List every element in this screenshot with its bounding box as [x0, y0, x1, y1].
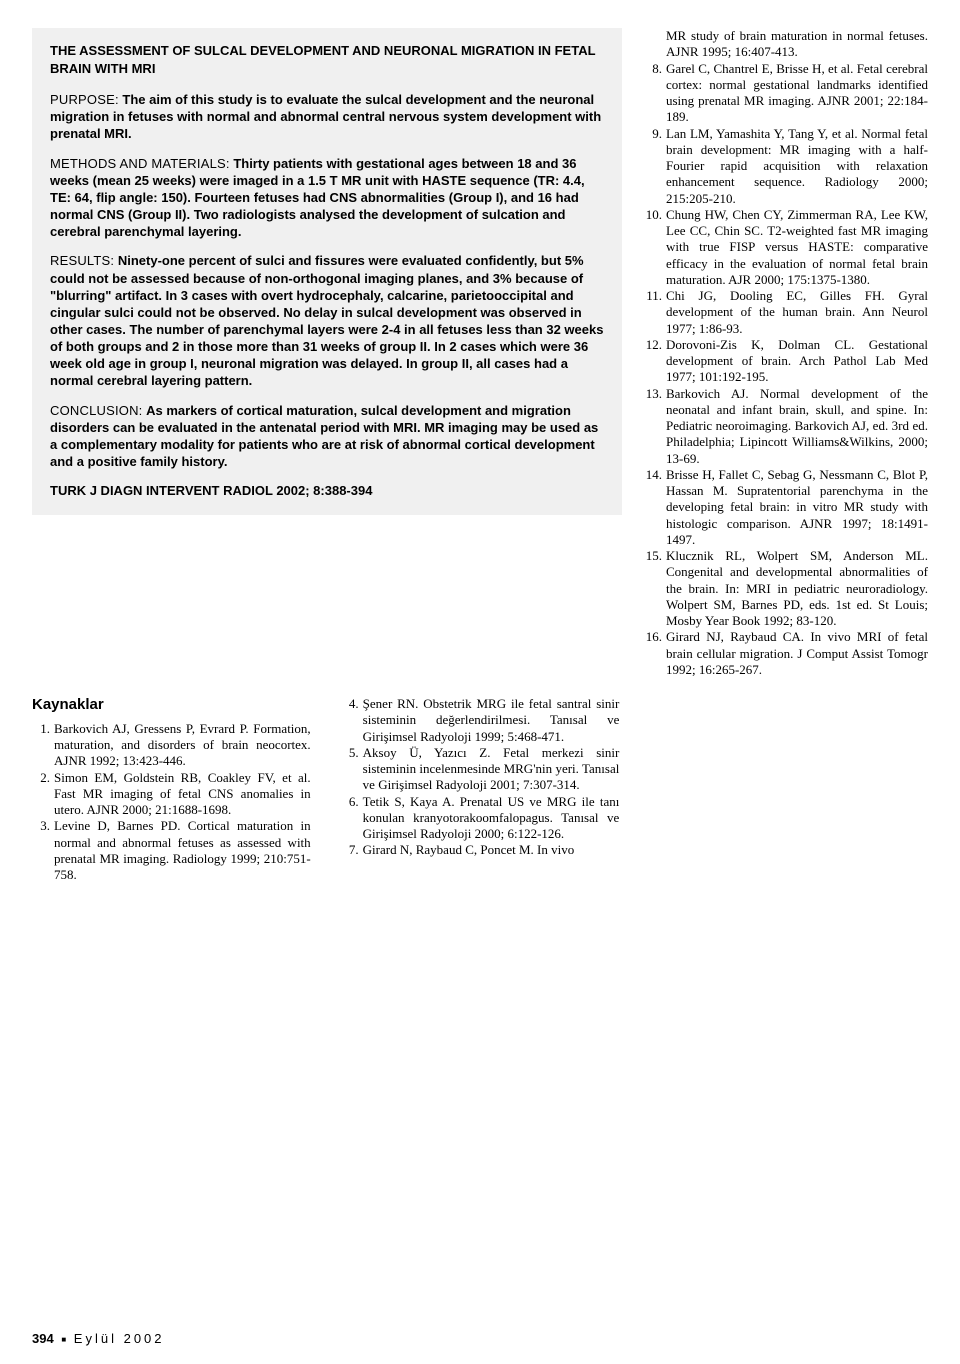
reference-item: 14.Brisse H, Fallet C, Sebag G, Nessmann…: [644, 467, 928, 548]
reference-text: Brisse H, Fallet C, Sebag G, Nessmann C,…: [666, 467, 928, 548]
reference-text: Lan LM, Yamashita Y, Tang Y, et al. Norm…: [666, 126, 928, 207]
reference-number: 8.: [644, 61, 666, 126]
reference-item: 15.Klucznik RL, Wolpert SM, Anderson ML.…: [644, 548, 928, 629]
reference-text: Barkovich AJ. Normal development of the …: [666, 386, 928, 467]
page-footer: 394 ■ Eylül 2002: [32, 1331, 165, 1346]
abstract-conclusion: CONCLUSION: As markers of cortical matur…: [50, 402, 604, 471]
reference-number: 13.: [644, 386, 666, 467]
reference-text: Şener RN. Obstetrik MRG ile fetal santra…: [363, 696, 620, 745]
purpose-text: The aim of this study is to evaluate the…: [50, 92, 601, 141]
reference-number: 15.: [644, 548, 666, 629]
conclusion-label: CONCLUSION:: [50, 403, 143, 418]
reference-item: 7.Girard N, Raybaud C, Poncet M. In vivo: [341, 842, 620, 858]
reference-item: 6.Tetik S, Kaya A. Prenatal US ve MRG il…: [341, 794, 620, 843]
journal-citation: TURK J DIAGN INTERVENT RADIOL 2002; 8:38…: [50, 482, 604, 499]
reference-text: Simon EM, Goldstein RB, Coakley FV, et a…: [54, 770, 311, 819]
reference-number: [644, 28, 666, 61]
reference-number: 3.: [32, 818, 54, 883]
reference-text: Garel C, Chantrel E, Brisse H, et al. Fe…: [666, 61, 928, 126]
reference-number: 16.: [644, 629, 666, 678]
results-label: RESULTS:: [50, 253, 114, 268]
reference-text: Barkovich AJ, Gressens P, Evrard P. Form…: [54, 721, 311, 770]
references-heading: Kaynaklar: [32, 696, 311, 715]
reference-item: 13.Barkovich AJ. Normal development of t…: [644, 386, 928, 467]
reference-text: Klucznik RL, Wolpert SM, Anderson ML. Co…: [666, 548, 928, 629]
reference-item: 12.Dorovoni-Zis K, Dolman CL. Gestationa…: [644, 337, 928, 386]
abstract-results: RESULTS: Ninety-one percent of sulci and…: [50, 252, 604, 389]
reference-text: Chi JG, Dooling EC, Gilles FH. Gyral dev…: [666, 288, 928, 337]
reference-item: 5.Aksoy Ü, Yazıcı Z. Fetal merkezi sinir…: [341, 745, 620, 794]
reference-number: 2.: [32, 770, 54, 819]
reference-item: 11.Chi JG, Dooling EC, Gilles FH. Gyral …: [644, 288, 928, 337]
reference-number: 11.: [644, 288, 666, 337]
reference-item: MR study of brain maturation in normal f…: [644, 28, 928, 61]
methods-label: METHODS AND MATERIALS:: [50, 156, 230, 171]
reference-text: Girard NJ, Raybaud CA. In vivo MRI of fe…: [666, 629, 928, 678]
reference-item: 10.Chung HW, Chen CY, Zimmerman RA, Lee …: [644, 207, 928, 288]
reference-text: MR study of brain maturation in normal f…: [666, 28, 928, 61]
page-number: 394: [32, 1331, 54, 1346]
reference-number: 1.: [32, 721, 54, 770]
purpose-label: PURPOSE:: [50, 92, 119, 107]
reference-item: 1.Barkovich AJ, Gressens P, Evrard P. Fo…: [32, 721, 311, 770]
reference-number: 5.: [341, 745, 363, 794]
reference-number: 6.: [341, 794, 363, 843]
reference-number: 14.: [644, 467, 666, 548]
reference-text: Chung HW, Chen CY, Zimmerman RA, Lee KW,…: [666, 207, 928, 288]
footer-date: Eylül 2002: [74, 1331, 165, 1346]
reference-item: 3.Levine D, Barnes PD. Cortical maturati…: [32, 818, 311, 883]
reference-item: 9.Lan LM, Yamashita Y, Tang Y, et al. No…: [644, 126, 928, 207]
reference-number: 12.: [644, 337, 666, 386]
reference-item: 16.Girard NJ, Raybaud CA. In vivo MRI of…: [644, 629, 928, 678]
footer-separator-icon: ■: [61, 1335, 66, 1344]
abstract-panel: THE ASSESSMENT OF SULCAL DEVELOPMENT AND…: [32, 28, 622, 515]
results-text: Ninety-one percent of sulci and fissures…: [50, 253, 603, 388]
reference-text: Aksoy Ü, Yazıcı Z. Fetal merkezi sinir s…: [363, 745, 620, 794]
reference-number: 9.: [644, 126, 666, 207]
reference-text: Dorovoni-Zis K, Dolman CL. Gestational d…: [666, 337, 928, 386]
references-right-column: MR study of brain maturation in normal f…: [644, 28, 928, 678]
reference-text: Levine D, Barnes PD. Cortical maturation…: [54, 818, 311, 883]
abstract-methods: METHODS AND MATERIALS: Thirty patients w…: [50, 155, 604, 241]
reference-item: 2.Simon EM, Goldstein RB, Coakley FV, et…: [32, 770, 311, 819]
reference-text: Girard N, Raybaud C, Poncet M. In vivo: [363, 842, 620, 858]
reference-text: Tetik S, Kaya A. Prenatal US ve MRG ile …: [363, 794, 620, 843]
reference-item: 4.Şener RN. Obstetrik MRG ile fetal sant…: [341, 696, 620, 745]
reference-number: 4.: [341, 696, 363, 745]
abstract-title: THE ASSESSMENT OF SULCAL DEVELOPMENT AND…: [50, 42, 604, 77]
references-bottom: Kaynaklar 1.Barkovich AJ, Gressens P, Ev…: [32, 696, 928, 883]
abstract-purpose: PURPOSE: The aim of this study is to eva…: [50, 91, 604, 142]
reference-item: 8.Garel C, Chantrel E, Brisse H, et al. …: [644, 61, 928, 126]
reference-number: 7.: [341, 842, 363, 858]
reference-number: 10.: [644, 207, 666, 288]
